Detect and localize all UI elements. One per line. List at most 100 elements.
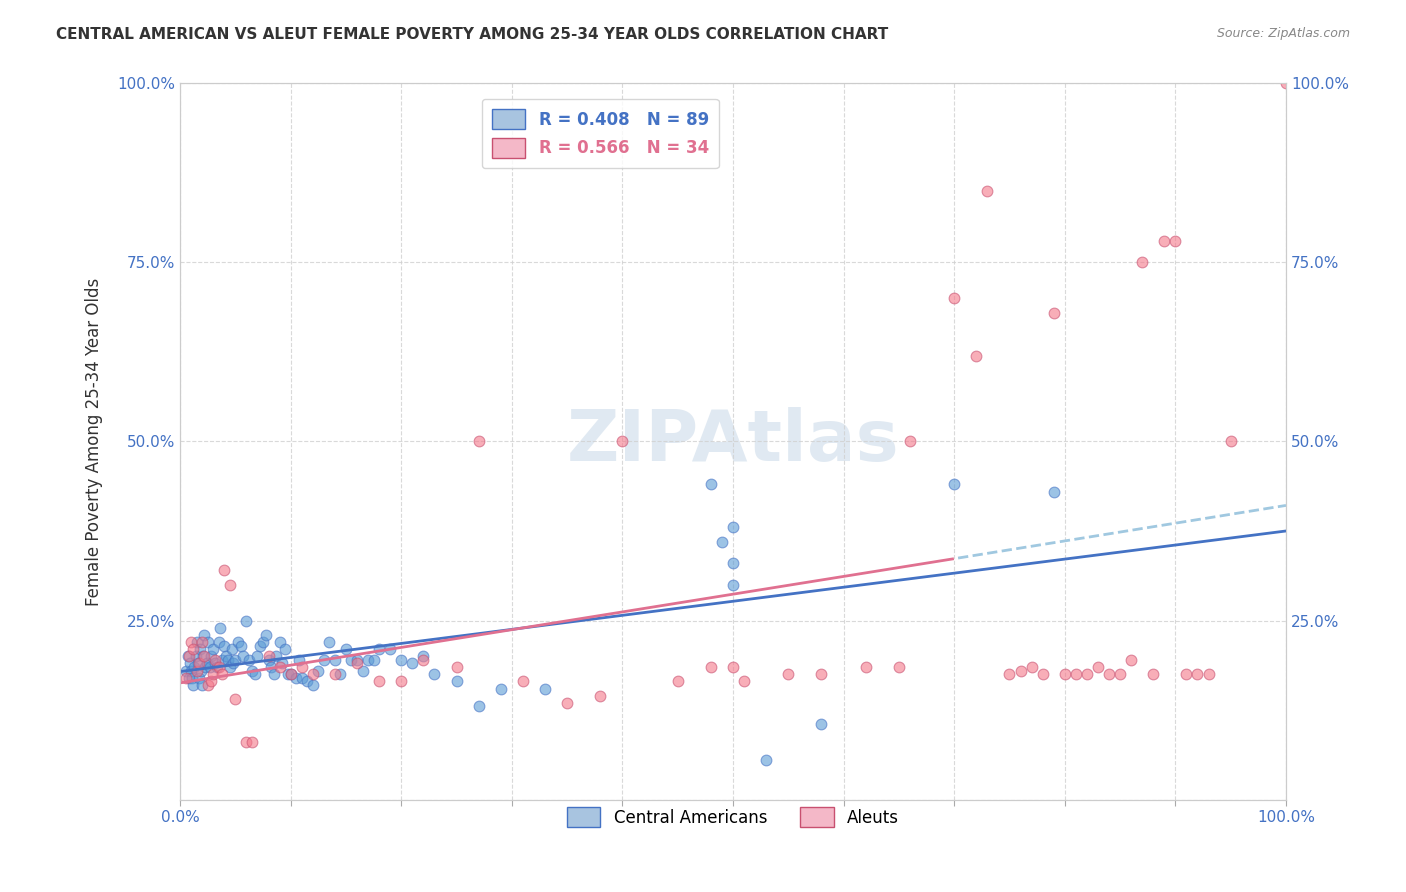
Point xyxy=(198,660,221,674)
Point xyxy=(177,649,200,664)
Point xyxy=(238,653,260,667)
Point xyxy=(721,660,744,674)
Point xyxy=(1032,667,1054,681)
Point xyxy=(186,664,208,678)
Point xyxy=(211,667,233,681)
Point xyxy=(174,664,197,678)
Point xyxy=(191,635,214,649)
Point xyxy=(401,657,423,671)
Point xyxy=(855,660,877,674)
Point xyxy=(235,735,257,749)
Point xyxy=(976,184,998,198)
Point xyxy=(998,667,1021,681)
Point xyxy=(1087,660,1109,674)
Point xyxy=(721,520,744,534)
Point xyxy=(555,696,578,710)
Point xyxy=(204,653,226,667)
Point xyxy=(446,674,468,689)
Point xyxy=(205,660,228,674)
Point xyxy=(186,635,208,649)
Point xyxy=(214,639,236,653)
Point xyxy=(700,477,723,491)
Point xyxy=(301,678,323,692)
Point xyxy=(1130,255,1153,269)
Point xyxy=(297,674,319,689)
Point xyxy=(257,649,280,664)
Point xyxy=(202,642,225,657)
Point xyxy=(208,635,231,649)
Point xyxy=(208,621,231,635)
Point xyxy=(423,667,446,681)
Text: Source: ZipAtlas.com: Source: ZipAtlas.com xyxy=(1216,27,1350,40)
Point xyxy=(195,657,218,671)
Point xyxy=(1142,667,1164,681)
Point xyxy=(277,667,299,681)
Point xyxy=(187,671,209,685)
Point xyxy=(489,681,512,696)
Point xyxy=(245,667,267,681)
Point xyxy=(269,660,291,674)
Point xyxy=(318,635,340,649)
Point xyxy=(666,674,689,689)
Point xyxy=(269,635,291,649)
Point xyxy=(1042,484,1064,499)
Point xyxy=(288,653,311,667)
Point xyxy=(1198,667,1220,681)
Point xyxy=(194,660,217,674)
Point xyxy=(235,614,257,628)
Point xyxy=(229,639,252,653)
Point xyxy=(211,653,233,667)
Point xyxy=(197,635,219,649)
Point xyxy=(249,639,271,653)
Point xyxy=(534,681,557,696)
Point xyxy=(252,635,274,649)
Point xyxy=(710,534,733,549)
Point xyxy=(368,642,391,657)
Point xyxy=(346,653,368,667)
Point xyxy=(1042,305,1064,319)
Point xyxy=(218,577,240,591)
Point xyxy=(755,753,778,767)
Point xyxy=(264,649,287,664)
Point xyxy=(1187,667,1209,681)
Point xyxy=(240,664,263,678)
Point xyxy=(188,642,211,657)
Point xyxy=(177,671,200,685)
Point xyxy=(335,642,357,657)
Point xyxy=(183,660,205,674)
Point xyxy=(1121,653,1143,667)
Point xyxy=(467,434,489,449)
Point xyxy=(280,667,302,681)
Point xyxy=(323,667,346,681)
Point xyxy=(778,667,800,681)
Point xyxy=(389,674,412,689)
Point xyxy=(943,291,966,305)
Point xyxy=(1010,664,1032,678)
Y-axis label: Female Poverty Among 25-34 Year Olds: Female Poverty Among 25-34 Year Olds xyxy=(86,277,103,606)
Point xyxy=(301,667,323,681)
Point xyxy=(898,434,921,449)
Point xyxy=(232,649,254,664)
Point xyxy=(340,653,363,667)
Point xyxy=(180,635,202,649)
Point xyxy=(208,660,231,674)
Point xyxy=(254,628,277,642)
Point xyxy=(193,628,215,642)
Text: ZIPAtlas: ZIPAtlas xyxy=(567,407,900,476)
Point xyxy=(179,657,201,671)
Point xyxy=(187,657,209,671)
Point xyxy=(246,649,269,664)
Point xyxy=(380,642,402,657)
Point xyxy=(274,642,297,657)
Point xyxy=(221,642,243,657)
Point xyxy=(810,667,832,681)
Point xyxy=(1153,234,1175,248)
Point xyxy=(887,660,910,674)
Point xyxy=(467,699,489,714)
Point xyxy=(352,664,374,678)
Point xyxy=(215,649,238,664)
Point xyxy=(512,674,534,689)
Point xyxy=(222,657,245,671)
Point xyxy=(184,649,207,664)
Text: CENTRAL AMERICAN VS ALEUT FEMALE POVERTY AMONG 25-34 YEAR OLDS CORRELATION CHART: CENTRAL AMERICAN VS ALEUT FEMALE POVERTY… xyxy=(56,27,889,42)
